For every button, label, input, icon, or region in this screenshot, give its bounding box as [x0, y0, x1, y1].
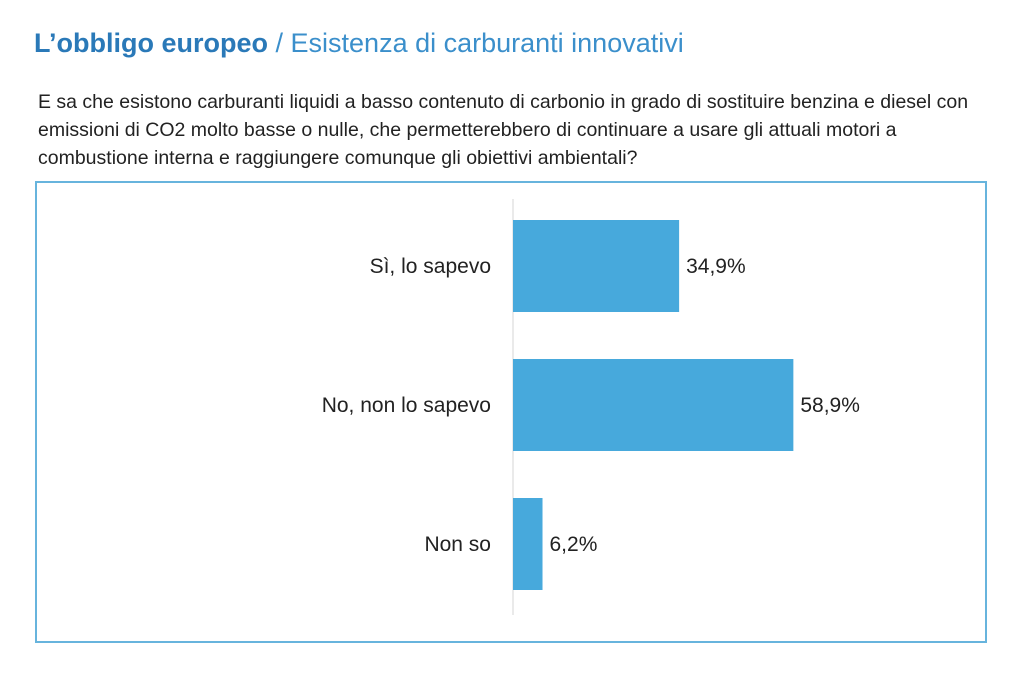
chart-frame: Sì, lo sapevo 34,9% No, non lo sapevo 58,9%…	[35, 181, 987, 643]
category-label: No, non lo sapevo	[322, 394, 491, 417]
value-label: 58,9%	[800, 394, 860, 417]
bar	[513, 220, 680, 312]
value-label: 6,2%	[550, 533, 598, 556]
bar	[513, 498, 543, 590]
title-separator: /	[275, 28, 284, 58]
bar	[513, 359, 794, 451]
value-label: 34,9%	[686, 255, 746, 278]
survey-question: E sa che esistono carburanti liquidi a b…	[38, 91, 969, 169]
bar-chart: Sì, lo sapevo 34,9% No, non lo sapevo 58,9%…	[322, 199, 860, 615]
category-label: Non so	[424, 533, 491, 556]
category-label: Sì, lo sapevo	[370, 255, 491, 278]
title-main: L’obbligo europeo	[34, 28, 268, 58]
title-subtitle: Esistenza di carburanti innovativi	[290, 28, 684, 58]
chart-title: L’obbligo europeo / Esistenza di carbura…	[34, 28, 684, 59]
